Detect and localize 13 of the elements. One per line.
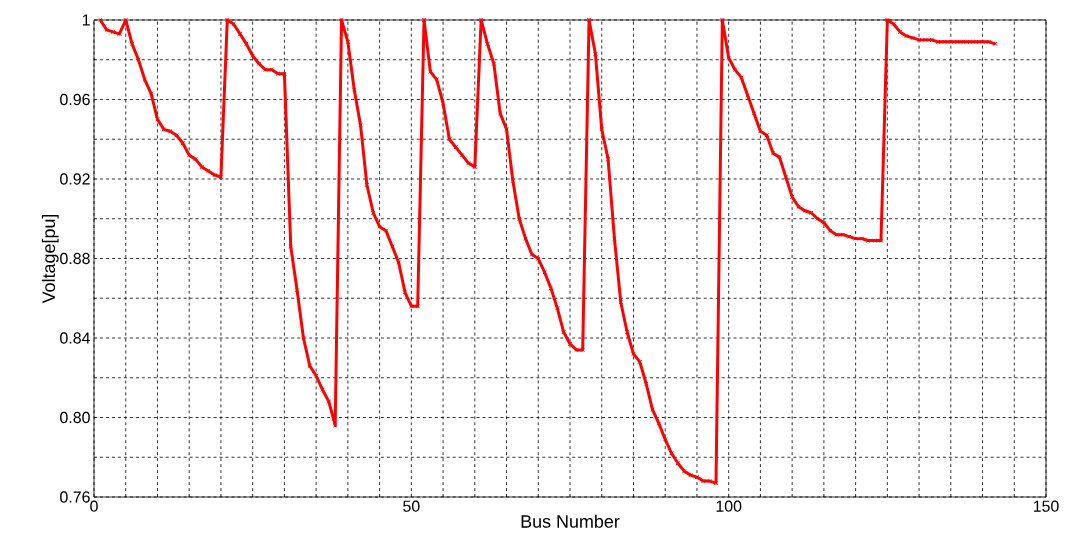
y-tick-label: 0.80	[60, 411, 90, 424]
x-axis-title: Bus Number	[521, 514, 620, 528]
y-tick-label: 0.88	[60, 252, 90, 265]
x-tick-label: 150	[1033, 500, 1059, 512]
y-tick-label: 0.76	[60, 491, 90, 503]
x-tick-label: 50	[403, 500, 420, 512]
y-axis-title: Voltage[pu]	[41, 214, 59, 304]
x-tick-label: 100	[716, 500, 742, 512]
x-tick-label: 0	[90, 500, 98, 512]
y-tick-label: 1	[82, 14, 90, 26]
y-tick-label: 0.92	[60, 173, 90, 185]
y-tick-label: 0.96	[60, 93, 90, 106]
y-tick-label: 0.84	[60, 332, 90, 344]
